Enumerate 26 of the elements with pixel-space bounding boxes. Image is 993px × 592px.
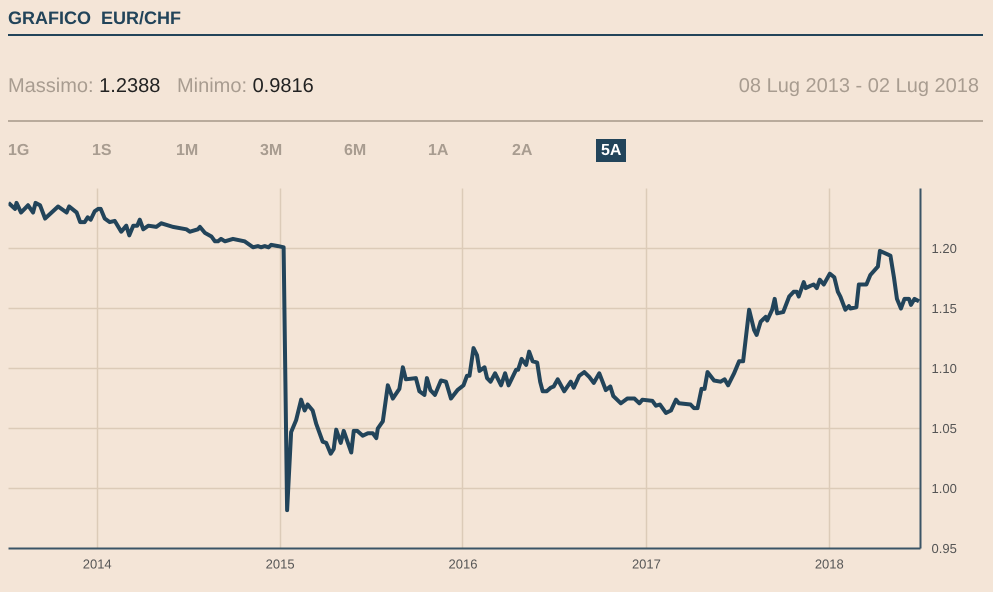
- x-tick-label: 2016: [448, 556, 478, 572]
- y-tick-label: 1.05: [932, 421, 957, 436]
- text: 3M: [260, 140, 282, 161]
- text: Massimo:: [8, 74, 94, 97]
- y-tick-label: 1.20: [932, 241, 957, 256]
- text: 1S: [92, 140, 112, 161]
- text: 1M: [176, 140, 198, 161]
- y-tick-label: 1.15: [932, 301, 957, 316]
- y-tick-label: 1.10: [932, 361, 957, 376]
- text: Minimo:: [176, 74, 247, 97]
- text: 0.9816: [252, 74, 314, 97]
- text: 1A: [428, 140, 448, 161]
- line-series: [8, 200, 920, 512]
- x-tick-label: 2017: [632, 556, 661, 572]
- text: 2A: [512, 140, 532, 161]
- text: 08 Lug 2013 - 02 Lug 2018: [738, 74, 980, 99]
- text: 1.2388: [99, 74, 160, 97]
- chart-title: GRAFICO EUR/CHF: [8, 0, 983, 36]
- x-tick-label: 2014: [82, 556, 112, 572]
- text: 5A: [596, 138, 626, 162]
- y-tick-label: 0.95: [932, 541, 957, 556]
- x-tick-label: 2015: [266, 556, 295, 572]
- text: 1G: [8, 140, 30, 161]
- x-tick-label: 2018: [814, 556, 844, 572]
- text: 6M: [344, 140, 366, 161]
- y-tick-label: 1.00: [932, 481, 957, 496]
